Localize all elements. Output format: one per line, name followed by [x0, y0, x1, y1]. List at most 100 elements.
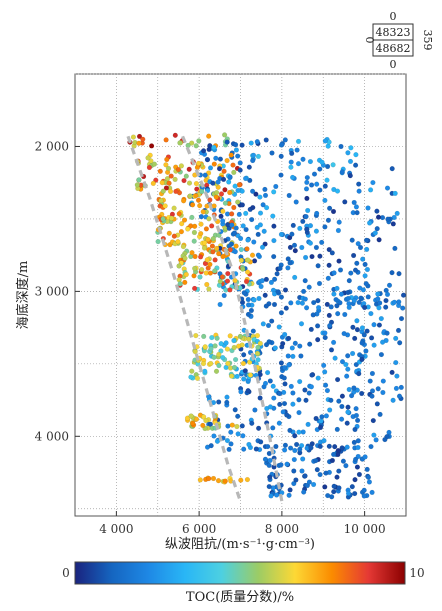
data-point: [341, 331, 347, 337]
data-point: [282, 331, 288, 338]
data-point: [297, 379, 303, 385]
data-point: [287, 260, 293, 266]
data-point: [224, 278, 231, 284]
data-point: [218, 191, 225, 197]
data-point: [163, 137, 169, 143]
data-point: [204, 281, 210, 288]
data-point: [253, 191, 259, 197]
data-point: [277, 391, 283, 397]
data-point: [198, 231, 204, 237]
data-point: [304, 175, 310, 181]
data-point: [351, 298, 357, 304]
data-point: [339, 416, 345, 422]
data-point: [278, 294, 284, 300]
data-point: [289, 345, 295, 351]
data-point: [186, 166, 192, 172]
data-point: [331, 483, 337, 489]
data-point: [281, 375, 287, 381]
data-point: [363, 348, 369, 354]
trend-lines: [126, 135, 284, 503]
data-point: [217, 278, 223, 284]
data-point: [205, 236, 211, 243]
data-point: [233, 243, 239, 249]
data-point: [326, 262, 332, 268]
data-point: [354, 464, 360, 470]
data-point: [291, 242, 298, 248]
data-point: [372, 230, 378, 236]
data-point: [221, 292, 227, 299]
data-point: [365, 294, 371, 300]
data-point: [335, 377, 341, 383]
data-point: [237, 160, 243, 166]
data-point: [301, 489, 307, 495]
data-point: [356, 299, 362, 305]
data-point: [307, 341, 313, 347]
data-point: [292, 274, 298, 280]
data-point: [282, 381, 288, 387]
data-point: [334, 303, 340, 309]
data-point: [271, 291, 278, 297]
data-point: [206, 476, 212, 482]
data-point: [346, 386, 352, 393]
data-point: [285, 353, 291, 359]
data-point: [371, 342, 377, 348]
data-point: [302, 278, 308, 284]
data-point: [265, 444, 271, 450]
data-point: [279, 142, 285, 148]
data-point: [234, 423, 240, 430]
data-point: [314, 467, 320, 473]
data-point: [386, 282, 393, 288]
data-point: [189, 214, 195, 220]
data-point: [257, 395, 263, 401]
data-point: [235, 187, 241, 194]
data-point: [238, 247, 244, 253]
data-point: [245, 296, 251, 303]
data-point: [163, 185, 169, 191]
data-point: [375, 214, 382, 220]
data-point: [300, 429, 306, 435]
data-point: [325, 493, 331, 499]
data-point: [233, 142, 239, 148]
data-point: [220, 355, 226, 361]
data-point: [250, 205, 256, 211]
data-point: [373, 437, 379, 443]
data-point: [270, 383, 276, 389]
data-point: [232, 249, 238, 255]
data-point: [180, 244, 186, 250]
data-point: [365, 205, 371, 211]
data-point: [378, 352, 384, 358]
data-point: [395, 327, 402, 333]
data-point: [374, 208, 380, 214]
inset-bottom-label: 0: [390, 58, 397, 71]
data-point: [292, 340, 298, 346]
data-point: [220, 218, 226, 224]
data-point: [392, 190, 398, 196]
data-point: [276, 324, 282, 330]
data-point: [188, 413, 194, 419]
data-point: [145, 155, 151, 161]
x-tick-label: 10 000: [344, 522, 386, 536]
data-point: [255, 153, 261, 159]
data-point: [140, 136, 146, 142]
colorbar-max-label: 10: [409, 566, 424, 580]
data-point: [288, 383, 294, 389]
data-point: [207, 165, 214, 171]
data-point: [380, 378, 386, 384]
data-point: [300, 218, 306, 224]
data-point: [344, 444, 350, 450]
data-point: [224, 139, 230, 145]
data-point: [227, 247, 233, 253]
data-point: [201, 148, 207, 154]
data-point: [240, 223, 246, 229]
data-point: [217, 301, 223, 308]
data-point: [300, 456, 306, 462]
data-point: [353, 456, 359, 462]
data-point: [350, 324, 356, 330]
data-point: [310, 312, 316, 318]
data-point: [277, 265, 283, 271]
data-point: [244, 477, 250, 483]
x-tick-label: 8 000: [265, 522, 299, 536]
data-point: [317, 472, 323, 478]
data-point: [335, 227, 341, 234]
data-point: [294, 147, 300, 153]
